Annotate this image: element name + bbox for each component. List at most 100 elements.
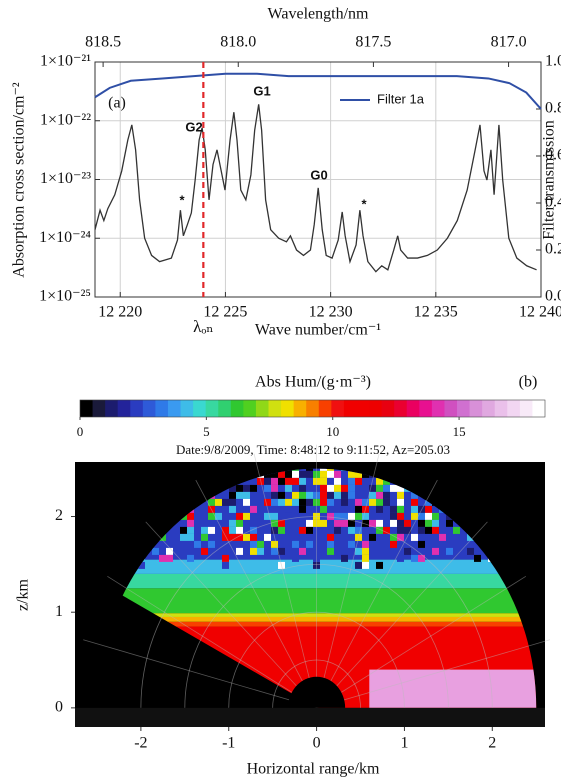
noise-cell xyxy=(229,533,236,541)
noise-cell xyxy=(390,512,397,520)
noise-cell xyxy=(355,470,362,478)
humidity-band xyxy=(122,616,537,622)
noise-cell xyxy=(404,519,411,527)
noise-cell xyxy=(376,561,383,569)
noise-cell xyxy=(292,491,299,499)
noise-cell xyxy=(348,512,355,520)
noise-cell xyxy=(278,519,285,527)
noise-cell xyxy=(334,519,341,527)
y-tick-label: 1×10⁻²³ xyxy=(40,170,91,187)
y-axis-title: Absorption cross section/cm⁻² xyxy=(11,82,28,278)
noise-cell xyxy=(362,519,369,527)
noise-cell xyxy=(320,498,327,506)
humidity-band xyxy=(369,669,537,708)
noise-cell xyxy=(306,526,313,534)
noise-cell xyxy=(306,540,313,548)
noise-cell xyxy=(243,512,250,520)
colorbar-swatch xyxy=(142,400,156,417)
noise-cell xyxy=(208,505,215,513)
noise-cell xyxy=(327,512,334,520)
colorbar-swatch xyxy=(155,400,169,417)
colorbar-swatch xyxy=(381,400,395,417)
noise-cell xyxy=(376,519,383,527)
colorbar-swatch xyxy=(532,400,546,417)
radial-line xyxy=(316,479,438,709)
noise-cell xyxy=(271,512,278,520)
noise-cell xyxy=(390,533,397,541)
noise-cell xyxy=(411,505,418,513)
noise-cell xyxy=(411,491,418,499)
noise-cell xyxy=(243,491,250,499)
x-tick-label: 12 235 xyxy=(414,304,458,321)
noise-cell xyxy=(229,526,236,534)
noise-cell xyxy=(327,491,334,499)
noise-cell xyxy=(208,512,215,520)
noise-cell xyxy=(187,526,194,534)
noise-cell xyxy=(250,491,257,499)
noise-cell xyxy=(264,533,271,541)
x-tick-label: 12 220 xyxy=(98,304,142,321)
noise-cell xyxy=(390,484,397,492)
noise-cell xyxy=(271,477,278,485)
humidity-band xyxy=(122,621,537,627)
noise-cell xyxy=(159,554,166,562)
noise-cell xyxy=(306,491,313,499)
humidity-band xyxy=(122,573,537,589)
noise-cell xyxy=(306,519,313,527)
noise-cell xyxy=(397,512,404,520)
radial-line xyxy=(107,575,317,709)
noise-cell xyxy=(320,505,327,513)
noise-cell xyxy=(418,540,425,548)
noise-cell xyxy=(544,478,551,485)
noise-cell xyxy=(404,526,411,534)
noise-cell xyxy=(425,505,432,513)
radial-line xyxy=(195,479,317,709)
noise-cell xyxy=(544,527,551,534)
colorbar-swatch xyxy=(243,400,257,417)
noise-cell xyxy=(229,484,236,492)
y2-axis-title: Filter transmission xyxy=(541,120,558,240)
noise-cell xyxy=(404,547,411,555)
noise-cell xyxy=(404,491,411,499)
noise-cell xyxy=(299,498,306,506)
noise-cell xyxy=(236,484,243,492)
noise-cell xyxy=(257,547,264,555)
noise-cell xyxy=(453,526,460,534)
x-tick-label: 12 225 xyxy=(203,304,247,321)
x2-tick-label: 818.0 xyxy=(220,34,256,51)
noise-cell xyxy=(397,484,404,492)
noise-cell xyxy=(397,526,404,534)
noise-cell xyxy=(432,533,439,541)
noise-cell xyxy=(383,491,390,499)
noise-cell xyxy=(341,491,348,499)
noise-cell xyxy=(320,477,327,485)
colorbar-swatch xyxy=(230,400,244,417)
noise-cell xyxy=(376,491,383,499)
noise-cell xyxy=(348,498,355,506)
x2-tick-label: 817.0 xyxy=(491,34,527,51)
noise-cell xyxy=(285,477,292,485)
noise-cell xyxy=(411,512,418,520)
noise-cell xyxy=(334,491,341,499)
noise-cell xyxy=(334,477,341,485)
noise-cell xyxy=(544,492,551,499)
x-axis-title: Horizontal range/km xyxy=(247,761,380,778)
noise-cell xyxy=(271,519,278,527)
noise-cell xyxy=(201,533,208,541)
noise-cell xyxy=(292,470,299,478)
panel-label: (b) xyxy=(519,374,538,391)
noise-cell xyxy=(222,554,229,562)
noise-cell xyxy=(544,534,551,541)
noise-cell xyxy=(215,526,222,534)
colorbar-swatch xyxy=(519,400,533,417)
noise-cell xyxy=(285,470,292,478)
noise-cell xyxy=(215,512,222,520)
noise-cell xyxy=(250,533,257,541)
noise-cell xyxy=(544,499,551,506)
noise-cell xyxy=(544,506,551,513)
range-ring xyxy=(272,659,361,708)
noise-cell xyxy=(397,554,404,562)
noise-cell xyxy=(355,526,362,534)
noise-cell xyxy=(362,540,369,548)
colorbar-tick-label: 5 xyxy=(203,424,210,439)
